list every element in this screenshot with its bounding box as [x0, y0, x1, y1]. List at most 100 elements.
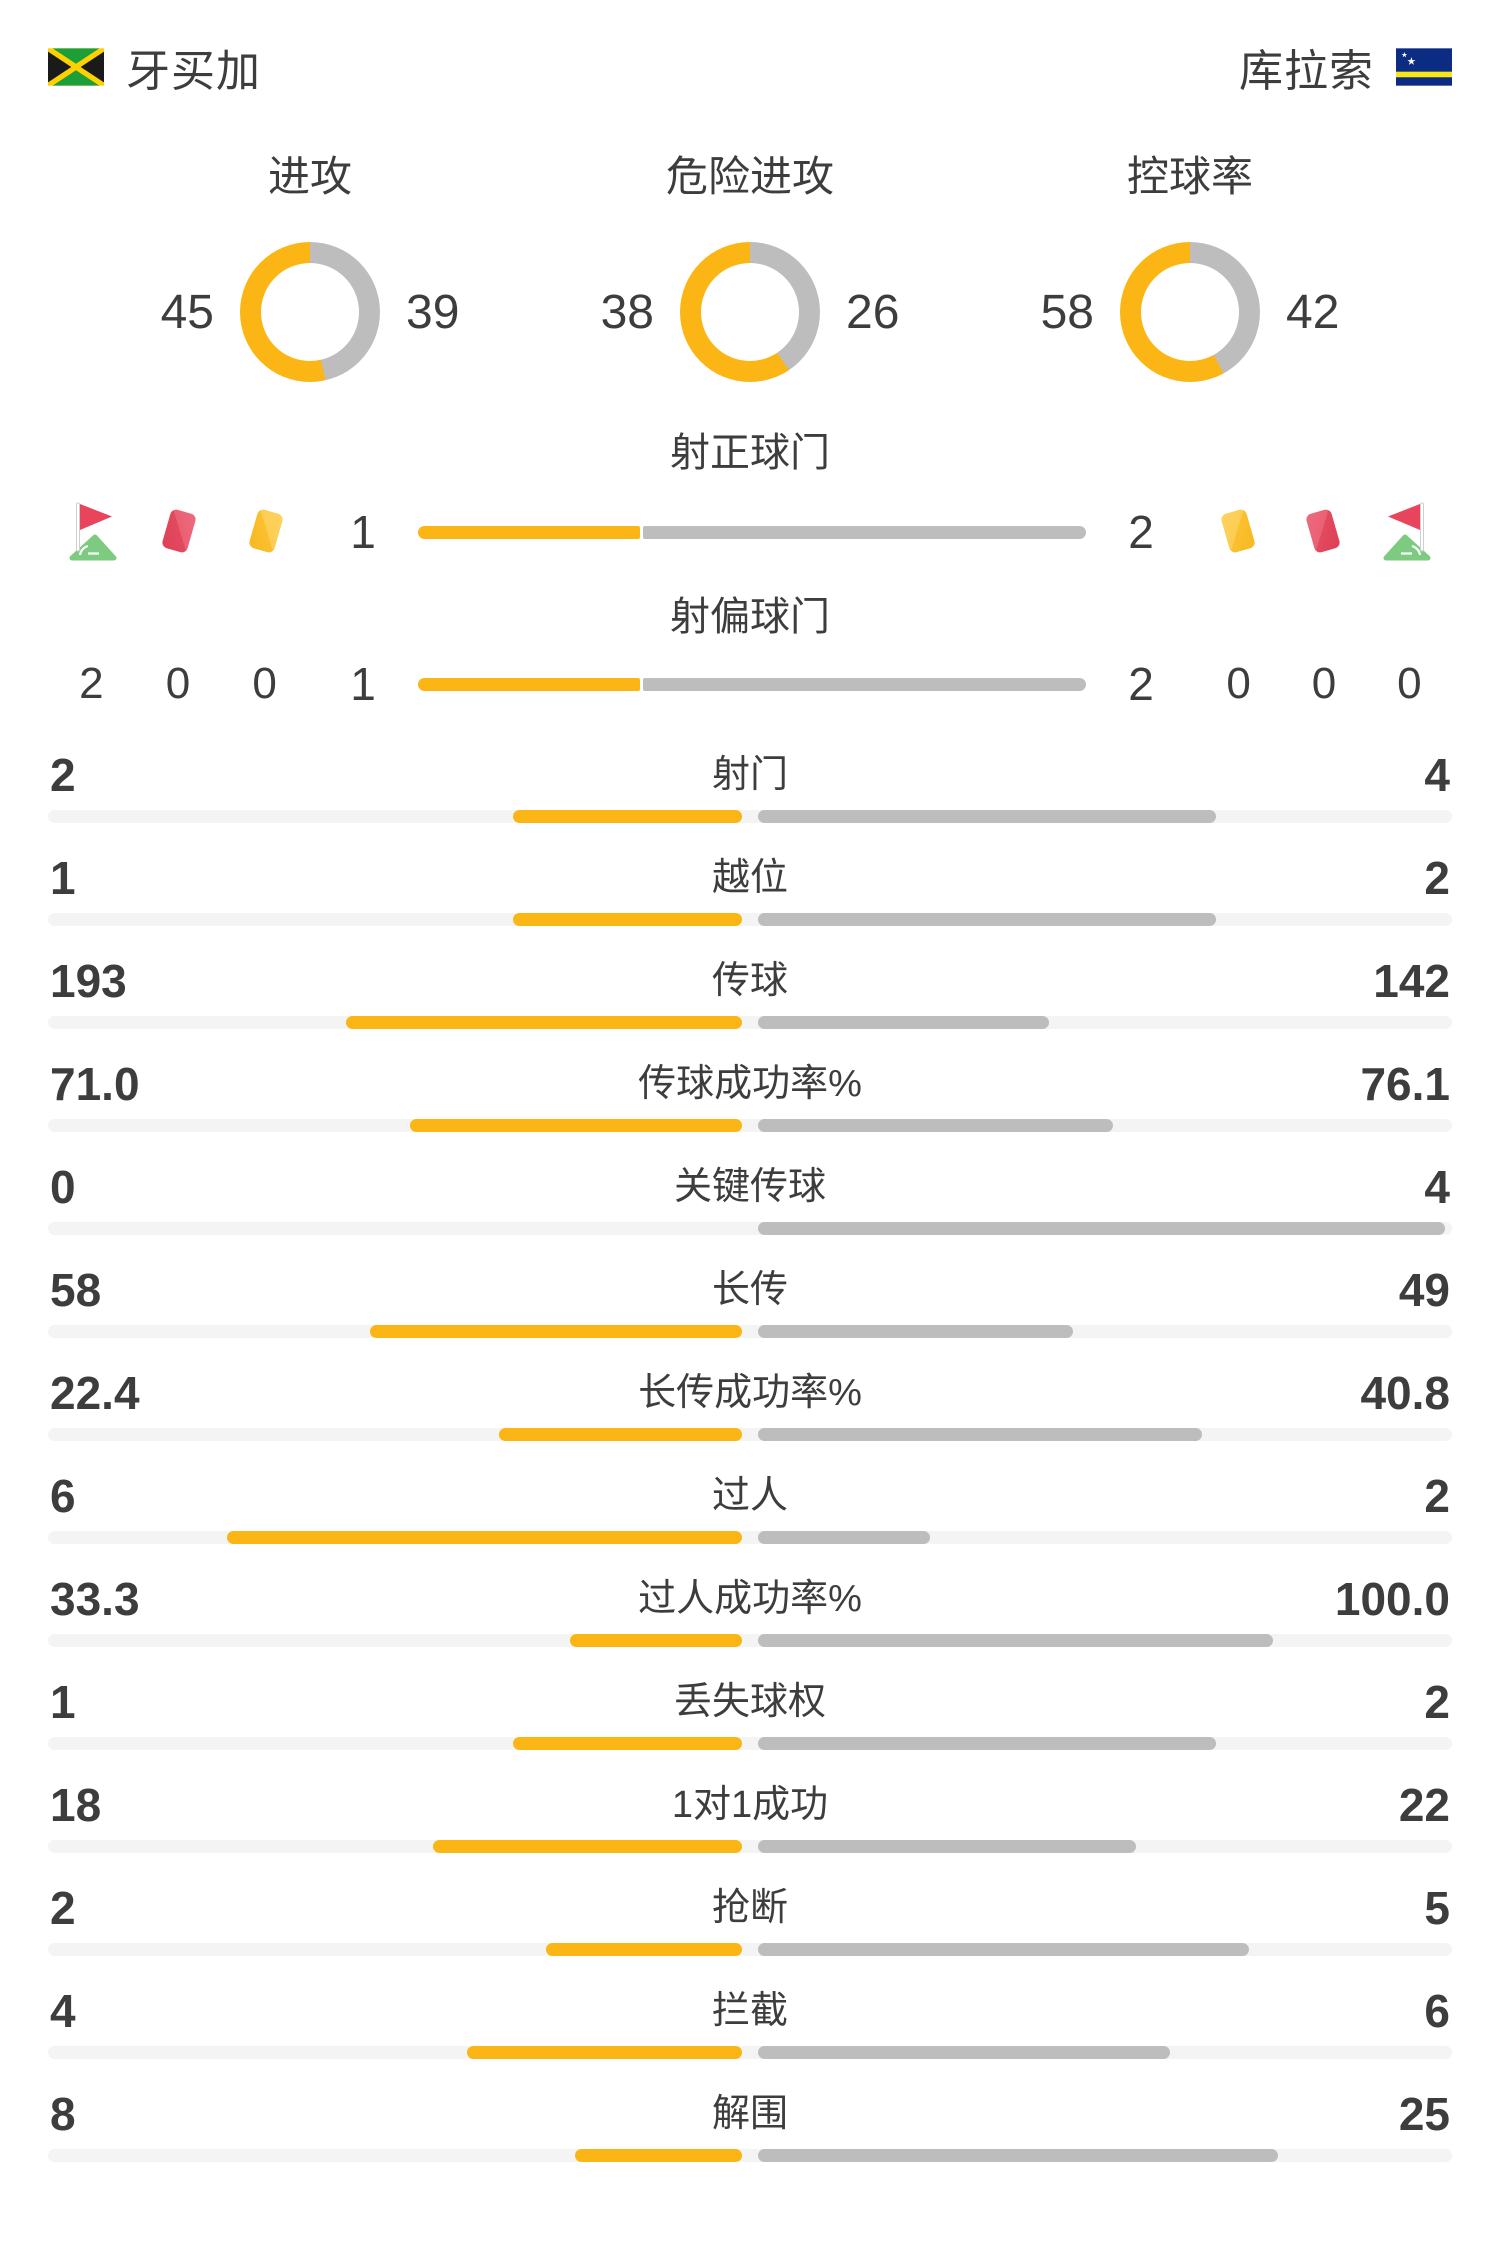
stat-away-bar [758, 810, 1216, 823]
shots-section: 射正球门 1 [48, 432, 1452, 714]
stat-label: 长传 [711, 1269, 788, 1311]
stat-bar-track [48, 1428, 1452, 1441]
stat-home-bar [513, 810, 742, 823]
away-team[interactable]: 库拉索 [1239, 35, 1452, 99]
red-card-icon [1306, 509, 1340, 553]
discipline-count-red: 0 [165, 659, 191, 708]
stat-label: 1对1成功 [671, 1784, 829, 1826]
stat-home-value: 18 [50, 1779, 102, 1831]
yellow-card-icon [249, 509, 283, 553]
stat-label: 传球成功率% [638, 1063, 862, 1105]
shot-home-value: 1 [350, 506, 376, 558]
stat-bar-track [48, 1943, 1452, 1956]
stat-home-bar [410, 1119, 742, 1132]
stat-home-bar [226, 1531, 742, 1544]
stat-away-bar [758, 913, 1216, 926]
shot-bar [418, 677, 1086, 691]
stat-home-value: 0 [50, 1161, 76, 1213]
stat-home-value: 6 [50, 1470, 76, 1522]
stat-bar-track [48, 1119, 1452, 1132]
donut-chart [680, 242, 820, 382]
stat-row: 4 拦截 6 [48, 1984, 1452, 2059]
shots-off-target-row: 2 0 0 1 2 0 0 0 [48, 654, 1452, 714]
stat-home-bar [498, 1428, 742, 1441]
shots-on-target-row: 1 2 [48, 490, 1452, 574]
stat-home-bar [513, 1737, 742, 1750]
stat-bar-track [48, 1222, 1452, 1235]
stat-label: 关键传球 [673, 1166, 826, 1208]
away-discipline-counts: 0 0 0 [1196, 659, 1452, 709]
stat-away-value: 6 [1424, 1985, 1450, 2037]
donut-title: 进攻 [267, 153, 352, 200]
stat-away-bar [758, 1840, 1136, 1853]
red-card-icon [162, 509, 196, 553]
stat-away-bar [758, 1531, 930, 1544]
stat-bar-track [48, 1531, 1452, 1544]
stat-away-bar [758, 1428, 1202, 1441]
stat-row: 58 长传 49 [48, 1263, 1452, 1338]
away-team-name: 库拉索 [1239, 47, 1374, 96]
stat-row: 2 抢断 5 [48, 1881, 1452, 1956]
stat-away-value: 76.1 [1360, 1058, 1450, 1110]
stat-row: 1 越位 2 [48, 851, 1452, 926]
stat-label: 射门 [711, 754, 788, 796]
shot-away-value: 2 [1128, 658, 1154, 710]
stat-row: 6 过人 2 [48, 1469, 1452, 1544]
donut-home-value: 38 [600, 285, 654, 339]
home-team-name: 牙买加 [126, 47, 261, 96]
stat-bar-track [48, 2046, 1452, 2059]
stat-bar-track [48, 1325, 1452, 1338]
stat-away-value: 22 [1398, 1779, 1450, 1831]
stat-away-value: 2 [1424, 1676, 1450, 1728]
yellow-card-icon [1221, 509, 1255, 553]
stat-away-bar [758, 1325, 1073, 1338]
home-discipline-counts: 2 0 0 [48, 659, 308, 709]
stat-home-bar [575, 2149, 742, 2162]
curacao-flag-icon [1396, 48, 1452, 86]
donut-title: 危险进攻 [665, 153, 834, 200]
stat-label: 长传成功率% [638, 1372, 862, 1414]
stat-away-value: 5 [1424, 1882, 1450, 1934]
stat-label: 抢断 [711, 1887, 788, 1929]
home-team[interactable]: 牙买加 [48, 35, 261, 99]
stat-label: 过人成功率% [638, 1578, 862, 1620]
stat-bar-track [48, 810, 1452, 823]
shot-row-label: 射偏球门 [670, 595, 830, 639]
stat-home-bar [513, 913, 742, 926]
stat-row: 8 解围 25 [48, 2087, 1452, 2162]
stat-label: 拦截 [711, 1990, 788, 2032]
donut-chart [1120, 242, 1260, 382]
stat-row: 0 关键传球 4 [48, 1160, 1452, 1235]
stat-home-value: 1 [50, 1676, 76, 1728]
stat-away-bar [758, 2046, 1171, 2059]
donut-away-value: 42 [1286, 285, 1340, 339]
stat-bar-track [48, 2149, 1452, 2162]
stat-away-value: 4 [1424, 749, 1450, 801]
discipline-count-yellow: 0 [1226, 659, 1251, 708]
donut-home-value: 45 [160, 285, 214, 339]
stat-away-value: 142 [1373, 955, 1450, 1007]
donut-chart [240, 242, 380, 382]
stat-row: 71.0 传球成功率% 76.1 [48, 1057, 1452, 1132]
donut-section: 进攻 45 39 危险进攻 38 26 控球率 58 42 [48, 156, 1452, 382]
corner-flag-icon [69, 502, 117, 561]
shot-home-bar [418, 525, 640, 539]
stat-away-value: 2 [1424, 852, 1450, 904]
team-header: 牙买加 库拉索 [48, 0, 1452, 100]
discipline-count-corner: 0 [1397, 659, 1422, 708]
stat-home-value: 193 [50, 955, 127, 1007]
stat-home-bar [432, 1840, 742, 1853]
match-stats-page: 牙买加 库拉索 进攻 45 39 危险进攻 38 [48, 0, 1452, 2162]
stat-away-value: 100.0 [1334, 1573, 1450, 1625]
stat-away-bar [758, 1222, 1445, 1235]
shot-home-value: 1 [350, 658, 376, 710]
shot-away-value: 2 [1128, 506, 1154, 558]
stat-label: 解围 [711, 2093, 788, 2135]
jamaica-flag-icon [48, 48, 104, 86]
stat-label: 传球 [711, 960, 788, 1002]
stat-home-value: 71.0 [50, 1058, 140, 1110]
stat-home-value: 2 [50, 1882, 76, 1934]
stat-home-bar [346, 1016, 742, 1029]
stat-bar-track [48, 1634, 1452, 1647]
donut-title: 控球率 [1126, 153, 1253, 200]
